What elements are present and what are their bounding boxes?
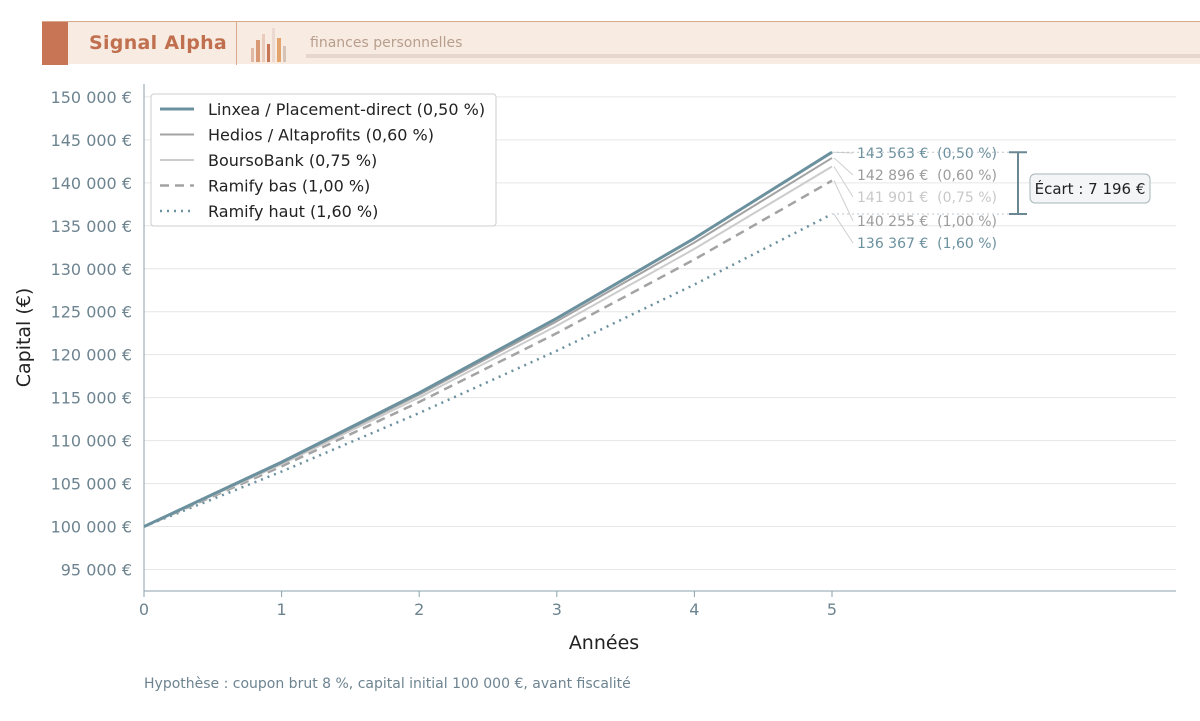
y-tick-label: 95 000 € [61,561,132,580]
y-tick-label: 110 000 € [51,432,132,451]
y-tick-label: 120 000 € [51,346,132,365]
end-label-leader [833,157,854,176]
y-tick-label: 115 000 € [51,389,132,408]
y-tick-label: 130 000 € [51,260,132,279]
header-separator [236,22,237,65]
legend-box [150,93,497,227]
legend-label: Ramify bas (1,00 %) [208,177,370,196]
y-axis-title: Capital (€) [13,288,35,388]
y-tick-label: 135 000 € [51,217,132,236]
legend-label: Linxea / Placement-direct (0,50 %) [208,100,485,119]
brand-name: Signal Alpha [89,32,228,54]
x-tick-label: 2 [414,600,424,619]
x-tick-label: 0 [139,600,149,619]
y-tick-label: 140 000 € [51,174,132,193]
bar-logo-icon [251,28,286,62]
x-tick-label: 5 [827,600,837,619]
brand-subtitle: finances personnelles [310,35,463,51]
legend-label: Ramify haut (1,60 %) [208,202,378,221]
gap-label: Écart : 7 196 € [1035,179,1146,198]
x-tick-label: 1 [277,600,287,619]
legend-label: BoursoBank (0,75 %) [208,151,377,170]
y-tick-label: 145 000 € [51,131,132,150]
end-label-leader [833,180,854,222]
legend-label: Hedios / Altaprofits (0,60 %) [208,126,434,145]
series-line-4 [143,179,833,528]
end-value-label: 143 563 € (0,50 %) [857,146,997,162]
end-value-label: 142 896 € (0,60 %) [857,168,997,184]
y-tick-label: 105 000 € [51,475,132,494]
legend: Linxea / Placement-direct (0,50 %) Hedios… [150,93,497,227]
y-tick-label: 150 000 € [51,88,132,107]
gap-label-box [1029,173,1151,204]
header-rule [306,54,1200,58]
y-tick-label: 100 000 € [51,518,132,537]
x-tick-label: 4 [689,600,699,619]
end-value-label: 136 367 € (1,60 %) [857,236,997,252]
footnote: Hypothèse : coupon brut 8 %, capital ini… [144,676,631,692]
y-tick-label: 125 000 € [51,303,132,322]
end-value-label: 141 901 € (0,75 %) [857,190,997,206]
end-label-leader [833,213,854,244]
end-value-label: 140 255 € (1,00 %) [857,214,997,230]
end-label-leader [833,166,854,198]
x-tick-label: 3 [552,600,562,619]
x-axis-title: Années [569,632,639,654]
brand-header: Signal Alpha finances personnelles [42,21,1200,65]
brand-swatch [42,22,68,65]
series-line-1 [143,150,833,528]
